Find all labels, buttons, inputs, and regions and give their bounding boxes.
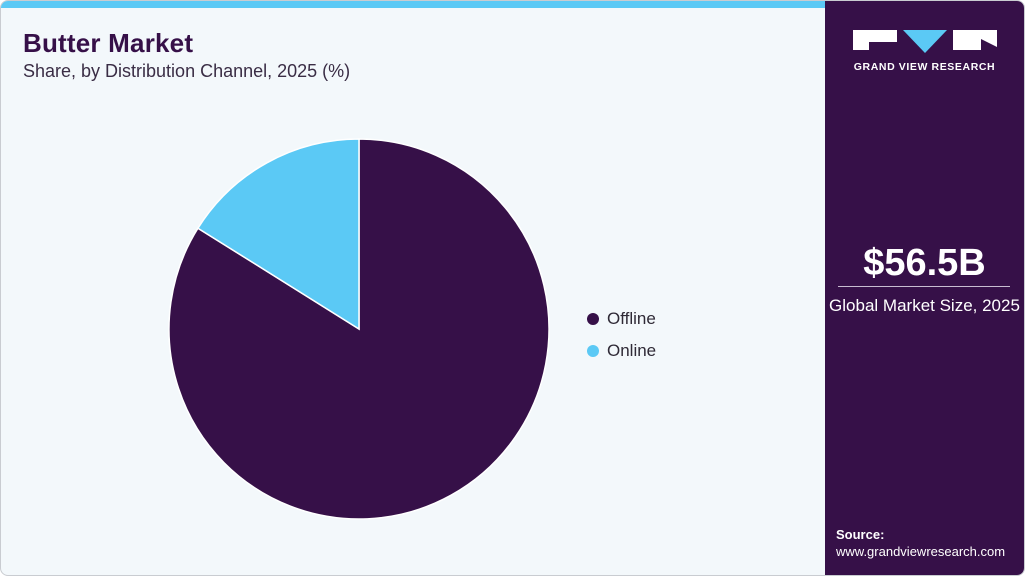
logo-text: GRAND VIEW RESEARCH [853,61,996,73]
chart-title: Butter Market [23,28,194,58]
legend-dot-offline-icon [587,313,599,325]
market-size-value: $56.5B [863,242,986,284]
pie-slice-online [196,138,360,331]
accent-bar [1,1,825,8]
source-link[interactable]: www.grandviewresearch.com [836,544,1006,559]
chart-subtitle: Share, by Distribution Channel, 2025 (%) [23,61,351,81]
legend-dot-online-icon [587,345,599,357]
legend-label-online: Online [607,341,657,360]
market-size-label: Global Market Size, 2025 [829,296,1020,315]
source-label: Source: [836,527,885,542]
pie-chart [168,138,550,520]
gvr-logo-icon [853,30,997,53]
info-panel: GRAND VIEW RESEARCH $56.5B Global Market… [825,1,1024,575]
legend-item-offline: Offline [587,303,656,335]
chart-area: Butter Market Share, by Distribution Cha… [1,1,825,575]
legend: Offline Online [587,303,656,367]
legend-item-online: Online [587,335,656,367]
legend-label-offline: Offline [607,309,656,328]
divider [838,286,1010,287]
